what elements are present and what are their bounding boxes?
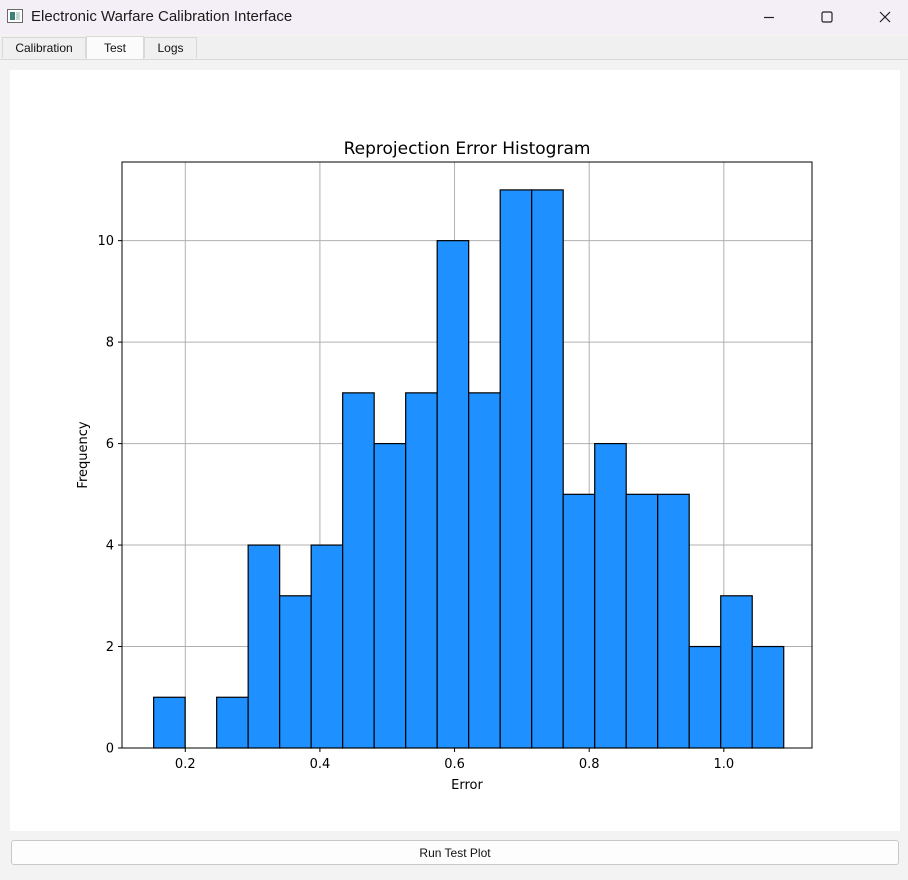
histogram-bar	[279, 595, 312, 749]
y-tick-label: 6	[106, 437, 114, 452]
tab-logs[interactable]: Logs	[144, 37, 197, 58]
x-tick-label: 1.0	[713, 757, 734, 772]
plot-panel: 0.2 0.4 0.6 0.8 1.0 0 2 4 6 8 10 Reprojection Error…	[10, 70, 900, 831]
histogram-bar	[247, 544, 281, 749]
run-test-plot-button[interactable]: Run Test Plot	[11, 840, 899, 865]
y-tick-label: 0	[106, 742, 114, 757]
histogram-bar	[499, 189, 533, 749]
histogram-bar	[625, 493, 659, 749]
close-button[interactable]	[862, 0, 908, 34]
tab-calibration[interactable]: Calibration	[2, 37, 86, 58]
tab-bar: Calibration Test Logs	[0, 36, 908, 60]
x-tick-label: 0.8	[579, 757, 600, 772]
x-tick-label: 0.6	[444, 757, 465, 772]
histogram-bar	[216, 696, 249, 749]
y-tick-label: 8	[106, 336, 114, 351]
x-tick-label: 0.2	[175, 757, 196, 772]
plot-frame	[121, 161, 813, 749]
histogram-bar	[342, 392, 375, 749]
histogram-bar	[405, 392, 438, 749]
y-tick-label: 4	[106, 539, 114, 554]
window-title: Electronic Warfare Calibration Interface	[31, 8, 293, 25]
y-axis-label: Frequency	[76, 421, 91, 488]
maximize-button[interactable]	[804, 0, 850, 34]
chart-title: Reprojection Error Histogram	[344, 139, 591, 159]
histogram-bar	[688, 645, 722, 749]
histogram-bar	[720, 595, 753, 749]
y-tick-label: 2	[106, 640, 114, 655]
histogram-bar	[153, 696, 186, 749]
histogram-bar	[531, 189, 564, 749]
histogram-bar	[436, 240, 470, 749]
window-app-icon	[7, 9, 23, 23]
tab-test[interactable]: Test	[86, 36, 144, 59]
histogram-bar	[310, 544, 344, 749]
x-tick-label: 0.4	[310, 757, 331, 772]
y-tick-label: 10	[97, 234, 114, 249]
histogram-bar	[751, 645, 785, 749]
maximize-icon	[821, 11, 833, 23]
x-axis-label: Error	[451, 778, 483, 793]
minimize-button[interactable]	[746, 0, 792, 34]
histogram-bar	[562, 493, 596, 749]
close-icon	[879, 11, 891, 23]
histogram-bar	[468, 392, 501, 749]
histogram-bar	[657, 493, 690, 749]
window-titlebar: Electronic Warfare Calibration Interface	[0, 0, 908, 34]
histogram-bar	[373, 442, 407, 749]
minimize-icon	[764, 16, 774, 19]
histogram-chart: 0.2 0.4 0.6 0.8 1.0 0 2 4 6 8 10 Reprojection Error…	[76, 139, 813, 793]
histogram-bar	[594, 442, 627, 749]
